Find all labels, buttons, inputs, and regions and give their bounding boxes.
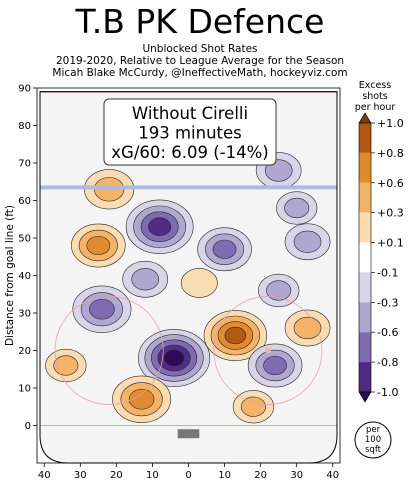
colorbar-tick-label: -0.6 — [377, 326, 398, 339]
heat-blob — [45, 348, 87, 383]
colorbar-frame — [358, 122, 372, 393]
faceoff-dot — [264, 347, 271, 354]
heat-blob — [71, 223, 126, 268]
heat-contour — [164, 349, 185, 367]
unit-badge-line-3: sqft — [365, 445, 382, 455]
heat-blob — [112, 375, 172, 423]
heat-contour — [131, 268, 160, 291]
y-axis-label: Distance from goal line (ft) — [4, 205, 16, 346]
heat-contour — [284, 197, 310, 219]
y-tick-label: 50 — [18, 234, 31, 245]
colorbar-segment — [359, 362, 371, 392]
colorbar-segment — [359, 123, 371, 153]
heat-blob — [72, 285, 132, 333]
colorbar: +1.0 +0.8 +0.6 +0.3 +0.1 -0.1 -0.3 -0.6 -0.8 -1.0 — [358, 112, 404, 403]
heat-contour — [86, 235, 111, 256]
x-tick-label: 10 — [218, 470, 231, 480]
x-tick-label: 10 — [146, 470, 159, 480]
y-tick-label: 90 — [18, 84, 31, 95]
heat-contour — [89, 298, 115, 320]
colorbar-top-extension — [358, 112, 372, 124]
annotation-line-2: 193 minutes — [138, 124, 242, 143]
heat-contour — [53, 355, 79, 376]
y-tick-label: 20 — [18, 346, 31, 357]
colorbar-title-line-1: Excess — [358, 80, 392, 91]
colorbar-segment — [359, 302, 371, 333]
colorbar-title-line-3: per hour — [354, 102, 396, 113]
colorbar-tick-label: -0.8 — [377, 356, 398, 369]
y-tick-label: 60 — [18, 196, 31, 207]
annotation-line-1: Without Cirelli — [132, 104, 248, 123]
subtitle-line-2: 2019-2020, Relative to League Average fo… — [55, 55, 345, 67]
y-tick-label: 80 — [18, 121, 31, 132]
x-tick-label: 30 — [290, 470, 303, 480]
heat-blob — [247, 343, 303, 388]
heat-blob — [138, 329, 211, 387]
heat-contour — [263, 355, 287, 376]
x-tick-label: 30 — [74, 470, 87, 480]
colorbar-tick-label: +0.1 — [377, 237, 404, 250]
goal-net — [177, 429, 200, 439]
heat-blob — [125, 199, 194, 254]
heat-contour — [293, 230, 322, 253]
heat-contour — [240, 396, 266, 417]
colorbar-bottom-extension — [358, 391, 372, 403]
x-tick-label: 0 — [185, 470, 191, 480]
colorbar-tick-label: +0.3 — [377, 207, 404, 220]
x-tick-label: 20 — [254, 470, 267, 480]
annotation-frame — [103, 98, 277, 166]
heat-contour — [266, 280, 292, 301]
colorbar-tick-label: -1.0 — [377, 386, 398, 399]
heat-blob — [276, 191, 318, 225]
x-tick-label: 20 — [110, 470, 123, 480]
colorbar-tick-label: +1.0 — [377, 117, 404, 130]
colorbar-segment — [359, 212, 371, 243]
colorbar-segment — [359, 242, 371, 273]
unit-badge-circle — [354, 421, 392, 459]
y-tick-label: 70 — [18, 159, 31, 170]
colorbar-tick-label: +0.8 — [377, 147, 404, 160]
heat-contour — [212, 239, 237, 259]
colorbar-segment — [359, 332, 371, 363]
subtitle-line-3: Micah Blake McCurdy, @IneffectiveMath, h… — [52, 67, 348, 79]
faceoff-circle-right — [213, 295, 323, 406]
heat-blob — [232, 390, 275, 424]
heat-blob — [258, 273, 300, 308]
colorbar-segment — [359, 272, 371, 303]
heat-blob — [197, 227, 252, 272]
faceoff-circle-left — [54, 295, 164, 406]
heat-blob — [122, 260, 169, 298]
heat-blob — [284, 309, 331, 347]
colorbar-segment — [359, 182, 371, 213]
heat-blob — [284, 223, 331, 261]
x-tick-label: 40 — [326, 470, 339, 480]
heat-blob — [180, 268, 218, 298]
unit-badge-line-1: per — [366, 425, 381, 435]
y-tick-label: 40 — [18, 271, 31, 282]
heat-blobs — [45, 152, 331, 424]
heat-contour — [128, 388, 155, 410]
colorbar-tick-label: +0.6 — [377, 177, 404, 190]
y-tick-label: 30 — [18, 309, 31, 320]
heat-contour — [224, 326, 247, 345]
y-tick-label: 0 — [25, 421, 31, 432]
colorbar-tick-label: -0.3 — [377, 296, 398, 309]
heat-blob — [203, 310, 268, 361]
subtitle-line-1: Unblocked Shot Rates — [142, 43, 258, 55]
unit-badge-line-2: 100 — [365, 435, 381, 445]
y-tick-label: 10 — [18, 384, 31, 395]
heat-contour — [148, 217, 172, 236]
colorbar-tick-label: -0.1 — [377, 266, 398, 279]
colorbar-segment — [359, 152, 371, 183]
annotation-line-3: xG/60: 6.09 (-14%) — [111, 143, 268, 162]
x-tick-label: 40 — [38, 470, 51, 480]
chart-title: T.B PK Defence — [75, 2, 325, 41]
heat-contour — [180, 268, 218, 298]
colorbar-title-line-2: shots — [362, 91, 388, 102]
